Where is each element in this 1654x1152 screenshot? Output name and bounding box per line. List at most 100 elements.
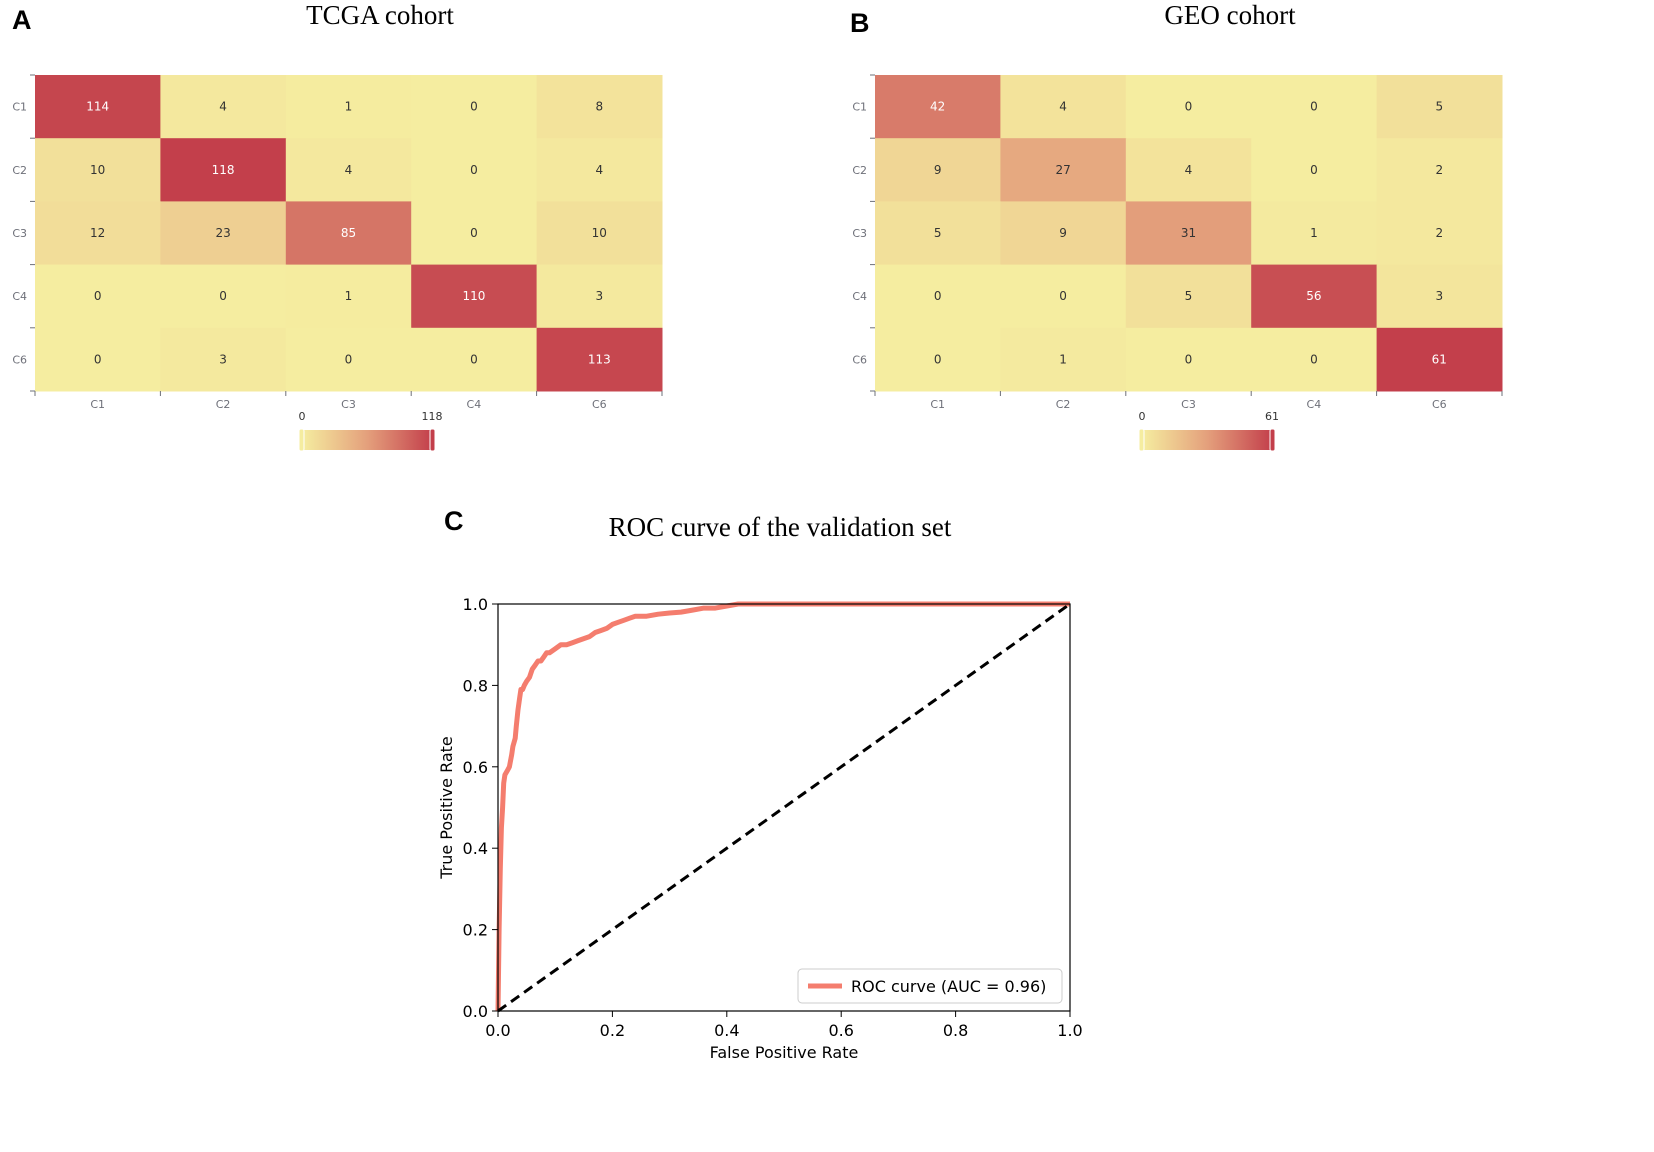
- tcga-cell: [35, 327, 161, 392]
- tcga-cell-value: 8: [595, 100, 603, 114]
- tcga-cell: [160, 75, 287, 139]
- geo-row-label: C4: [852, 290, 867, 303]
- roc-y-tick-label: 0.0: [463, 1002, 488, 1021]
- geo-cell-value: 0: [1310, 352, 1318, 366]
- tcga-row-label: C1: [12, 101, 27, 114]
- roc-y-tick-label: 0.2: [463, 921, 488, 940]
- geo-cell: [1125, 201, 1252, 266]
- roc-plot-frame: [497, 603, 1071, 1012]
- geo-cell-value: 0: [1059, 289, 1067, 303]
- geo-cell-value: 2: [1435, 226, 1443, 240]
- geo-cell: [1376, 75, 1503, 139]
- tcga-row-label: C2: [12, 164, 27, 177]
- tcga-cell-value: 0: [470, 163, 478, 177]
- tcga-visualmap-min-label: 0: [299, 410, 306, 423]
- tcga-cell: [536, 327, 663, 392]
- tcga-visualmap-bar: [302, 430, 432, 450]
- geo-visualmap-min-label: 0: [1139, 410, 1146, 423]
- geo-col-label: C1: [930, 398, 945, 411]
- tcga-cell-value: 10: [90, 163, 105, 177]
- tcga-col-label: C2: [216, 398, 231, 411]
- geo-cell-value: 0: [1185, 100, 1193, 114]
- roc-curve-line: [495, 601, 1070, 1012]
- geo-cell: [1125, 138, 1252, 202]
- tcga-cell-value: 1: [345, 100, 353, 114]
- geo-cell-value: 42: [930, 100, 945, 114]
- tcga-cell-value: 4: [219, 100, 227, 114]
- geo-col-label: C4: [1307, 398, 1322, 411]
- geo-row-label: C2: [852, 164, 867, 177]
- tcga-col-label: C1: [90, 398, 105, 411]
- panel-c-title: ROC curve of the validation set: [608, 512, 952, 542]
- roc-x-axis-title: False Positive Rate: [710, 1043, 859, 1062]
- roc-chart: 0.0 0.2 0.4 0.6 0.8 1.0 0.0 0.2 0.4 0.6 0.8 1.0 Fals…: [437, 595, 1083, 1062]
- geo-cell-value: 27: [1055, 163, 1070, 177]
- tcga-col-label: C3: [341, 398, 356, 411]
- geo-row-label: C6: [852, 353, 867, 366]
- geo-cell: [1000, 201, 1127, 266]
- geo-cell: [1125, 327, 1252, 392]
- roc-legend-box: [797, 968, 1063, 1004]
- tcga-cell-value: 3: [219, 352, 227, 366]
- tcga-cell-value: 4: [595, 163, 603, 177]
- panel-c-letter: C: [444, 506, 464, 536]
- tcga-cell: [285, 75, 412, 139]
- tcga-cell: [35, 75, 161, 139]
- tcga-visualmap-max-label: 118: [422, 410, 443, 423]
- geo-confusion-heatmap: 42 4 0 0 5 9 27 4 0 2 5 9 31 1 2 0 0 5 56 3 0 1 0 0 61 C1 C2 C3 C4 C6…: [852, 74, 1503, 452]
- tcga-visualmap-handle-max: [429, 428, 436, 452]
- geo-cell-value: 1: [1059, 352, 1067, 366]
- geo-cell-value: 5: [1185, 289, 1193, 303]
- tcga-cell: [160, 327, 287, 392]
- roc-legend-label: ROC curve (AUC = 0.96): [851, 977, 1046, 996]
- chance-diagonal-line: [497, 602, 1071, 1013]
- geo-cell: [1000, 327, 1127, 392]
- geo-cell-value: 0: [1185, 352, 1193, 366]
- tcga-cell: [536, 138, 663, 202]
- geo-cell-value: 0: [1310, 100, 1318, 114]
- geo-cell-value: 56: [1306, 289, 1321, 303]
- roc-y-tick-label: 0.6: [463, 758, 488, 777]
- tcga-col-label: C4: [467, 398, 482, 411]
- geo-cell: [875, 264, 1001, 329]
- roc-x-tick-label: 0.6: [828, 1021, 853, 1040]
- geo-cell: [1376, 264, 1503, 329]
- tcga-cell: [536, 201, 663, 266]
- tcga-cell: [285, 201, 412, 266]
- tcga-cell: [160, 264, 287, 329]
- panel-b-letter: B: [850, 8, 870, 38]
- geo-cell: [1000, 264, 1127, 329]
- tcga-cell-value: 113: [588, 352, 611, 366]
- tcga-cell-value: 114: [86, 100, 109, 114]
- roc-x-tick-label: 0.0: [485, 1021, 510, 1040]
- geo-cell-value: 3: [1435, 289, 1443, 303]
- geo-cell-value: 5: [934, 226, 942, 240]
- geo-cell-value: 0: [934, 289, 942, 303]
- geo-cell-value: 61: [1432, 352, 1447, 366]
- geo-cell: [1000, 75, 1127, 139]
- geo-cell-value: 1: [1310, 226, 1318, 240]
- roc-y-tick-label: 1.0: [463, 595, 488, 614]
- geo-cell: [1251, 138, 1378, 202]
- geo-cell: [875, 201, 1001, 266]
- geo-cell: [875, 138, 1001, 202]
- geo-cell-value: 0: [1310, 163, 1318, 177]
- panel-a-title: TCGA cohort: [306, 0, 454, 30]
- geo-cell: [1251, 201, 1378, 266]
- tcga-row-label: C3: [12, 227, 27, 240]
- geo-col-label: C2: [1056, 398, 1071, 411]
- roc-y-tick-label: 0.4: [463, 839, 488, 858]
- tcga-cell-value: 0: [94, 289, 102, 303]
- geo-visualmap-bar: [1142, 430, 1272, 450]
- geo-cell: [1376, 138, 1503, 202]
- tcga-cell: [35, 138, 161, 202]
- geo-col-label: C3: [1181, 398, 1196, 411]
- roc-x-tick-label: 0.8: [943, 1021, 968, 1040]
- tcga-cell-value: 1: [345, 289, 353, 303]
- roc-x-tick-label: 0.4: [714, 1021, 739, 1040]
- tcga-cell: [536, 75, 663, 139]
- tcga-cell-value: 23: [215, 226, 230, 240]
- tcga-cell: [285, 138, 412, 202]
- geo-visualmap-handle-min: [1138, 428, 1145, 452]
- tcga-cell: [411, 138, 538, 202]
